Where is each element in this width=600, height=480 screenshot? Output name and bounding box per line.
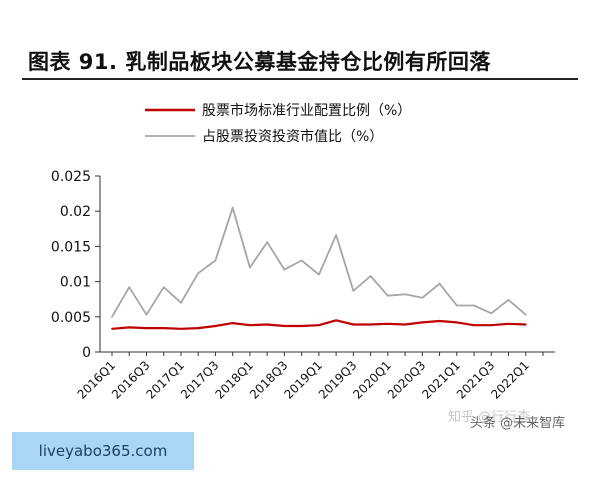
series-line-2 [111, 206, 527, 318]
watermark-toutiao: 头条 @未来智库 [470, 416, 566, 431]
url-badge[interactable]: liveyabo365.com [12, 432, 194, 470]
data-point [249, 266, 251, 269]
data-point [507, 322, 510, 325]
data-point [473, 324, 475, 327]
title-row: 图表 91. 乳制品板块公募基金持仓比例有所回落 [22, 44, 578, 84]
series-group [111, 206, 527, 330]
watermark-zhihu: 知乎 @行行查 [448, 410, 531, 425]
y-tick-label: 0.015 [51, 239, 91, 255]
data-point [283, 268, 286, 271]
data-point [231, 322, 234, 325]
data-point [473, 304, 475, 307]
data-point [335, 234, 338, 237]
data-point [404, 323, 406, 326]
data-point [231, 206, 234, 209]
data-point [507, 299, 510, 301]
data-point [197, 327, 200, 329]
data-point [438, 282, 441, 285]
data-point [404, 293, 406, 296]
y-tick-label: 0.025 [51, 169, 91, 185]
data-point [317, 273, 320, 276]
data-point [369, 323, 372, 326]
x-tick-label: 2022Q1 [488, 358, 532, 402]
x-tick-labels: 2016Q12016Q32017Q12017Q32018Q12018Q32019… [75, 358, 532, 402]
legend-label-1: 股票市场标准行业配置比例（%） [202, 102, 411, 119]
data-point [128, 286, 131, 289]
data-point [266, 241, 269, 244]
y-tick-label: 0.005 [51, 310, 91, 326]
data-point [145, 327, 148, 329]
axes: 0 0.005 0.01 0.015 0.02 0.025 [51, 169, 555, 361]
data-point [162, 286, 165, 289]
data-point [111, 327, 113, 330]
data-point [369, 275, 372, 277]
chart-title: 图表 91. 乳制品板块公募基金持仓比例有所回落 [28, 50, 491, 74]
data-point [266, 323, 269, 326]
y-tick-label: 0 [82, 345, 91, 361]
data-point [455, 304, 458, 307]
data-point [524, 323, 527, 326]
data-point [386, 294, 389, 297]
y-tick-label: 0.02 [60, 204, 91, 220]
data-point [438, 320, 441, 322]
data-point [197, 272, 200, 275]
data-point [162, 327, 165, 329]
data-point [317, 324, 320, 327]
data-point [180, 301, 182, 304]
data-point [283, 325, 286, 327]
data-point [214, 325, 217, 327]
data-point [490, 324, 493, 327]
data-point [352, 289, 355, 292]
y-tick-label: 0.01 [60, 275, 91, 291]
data-point [249, 324, 251, 327]
data-point [421, 296, 424, 299]
data-point [300, 325, 303, 327]
data-point [524, 313, 527, 316]
data-point [111, 315, 113, 318]
legend: 股票市场标准行业配置比例（%） 占股票投资投资市值比（%） [145, 102, 411, 145]
data-point [455, 321, 458, 324]
data-point [180, 327, 182, 330]
data-point [145, 313, 148, 316]
data-point [300, 259, 303, 262]
data-point [214, 259, 217, 262]
title-rule [22, 78, 578, 80]
data-point [386, 322, 389, 325]
data-point [352, 323, 355, 326]
data-point [421, 321, 424, 324]
data-point [128, 326, 131, 329]
legend-label-2: 占股票投资投资市值比（%） [202, 128, 383, 145]
data-point [490, 312, 493, 315]
data-point [335, 319, 338, 322]
